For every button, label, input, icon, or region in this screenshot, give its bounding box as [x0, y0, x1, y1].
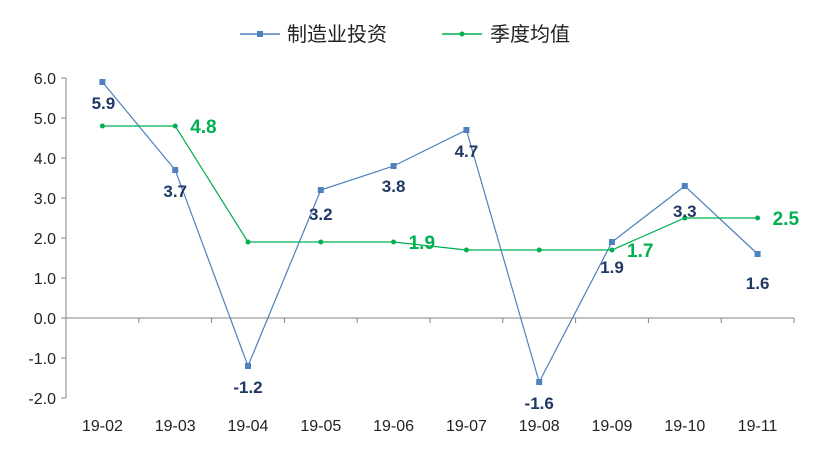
- x-tick-label: 19-04: [228, 418, 269, 435]
- x-tick-label: 19-07: [446, 418, 487, 435]
- y-tick-label: 2.0: [34, 231, 56, 248]
- x-tick-label: 19-11: [738, 418, 778, 435]
- legend: 制造业投资 季度均值: [240, 22, 570, 46]
- data-label-manufacturing-investment: 3.8: [382, 177, 406, 196]
- x-tick-label: 19-02: [82, 418, 123, 435]
- data-point-manufacturing-investment: [609, 239, 615, 245]
- data-label-quarterly-average: 1.7: [627, 241, 653, 262]
- data-point-quarterly-average: [609, 247, 615, 253]
- data-point-quarterly-average: [391, 239, 397, 245]
- data-point-manufacturing-investment: [172, 167, 179, 173]
- data-label-quarterly-average: 1.9: [409, 233, 435, 254]
- data-point-quarterly-average: [245, 239, 251, 245]
- data-labels: 5.93.7-1.23.23.84.7-1.61.93.31.64.81.9 1.…: [92, 94, 800, 413]
- data-label-manufacturing-investment: 1.6: [746, 274, 770, 293]
- data-point-manufacturing-investment: [99, 79, 106, 85]
- data-label-manufacturing-investment: 1.9: [600, 258, 624, 277]
- data-label-manufacturing-investment: 4.7: [455, 142, 479, 161]
- y-tick-label: 5.0: [34, 111, 56, 128]
- data-point-manufacturing-investment: [463, 127, 470, 133]
- data-point-quarterly-average: [172, 123, 178, 129]
- x-tick-label: 19-06: [373, 418, 414, 435]
- y-tick-label: 0.0: [34, 311, 56, 328]
- data-point-manufacturing-investment: [317, 187, 324, 193]
- legend-label-quarterly-average: 季度均值: [490, 22, 570, 46]
- data-point-quarterly-average: [318, 239, 324, 245]
- x-tick-label: 19-05: [300, 418, 341, 435]
- data-point-quarterly-average: [99, 123, 105, 129]
- series-line-quarterly-average: [102, 125, 758, 251]
- x-tick-label: 19-09: [592, 418, 633, 435]
- data-point-manufacturing-investment: [754, 251, 761, 257]
- data-label-manufacturing-investment: 3.2: [309, 205, 333, 224]
- data-point-manufacturing-investment: [536, 379, 543, 385]
- data-label-quarterly-average: 2.5: [773, 209, 800, 230]
- data-label-manufacturing-investment: -1.2: [233, 378, 262, 397]
- data-label-manufacturing-investment: 5.9: [92, 94, 116, 113]
- y-tick-label: -1.0: [28, 351, 56, 368]
- y-tick-label: 6.0: [34, 71, 56, 88]
- data-point-quarterly-average: [536, 247, 542, 253]
- tick-labels: 6.0 5.0 4.0 3.0 2.0 1.0 0.0 -1.0 -2.0 19-02 19-03 1…: [28, 71, 777, 435]
- y-tick-label: 1.0: [34, 271, 56, 288]
- legend-item-quarterly-average: 季度均值: [442, 22, 570, 46]
- data-point-manufacturing-investment: [390, 163, 397, 169]
- series-layer: [99, 79, 761, 385]
- data-point-manufacturing-investment: [681, 183, 688, 189]
- data-point-manufacturing-investment: [245, 363, 251, 369]
- series-line-manufacturing-investment: [101, 81, 759, 384]
- legend-marker-manufacturing-investment: [257, 31, 263, 37]
- data-label-quarterly-average: 4.8: [190, 117, 216, 138]
- data-point-quarterly-average: [463, 247, 469, 253]
- y-tick-label: -2.0: [28, 391, 56, 408]
- y-tick-label: 4.0: [34, 151, 56, 168]
- data-label-manufacturing-investment: 3.3: [673, 202, 697, 221]
- data-label-manufacturing-investment: 3.7: [163, 182, 187, 201]
- x-tick-label: 19-03: [155, 418, 196, 435]
- data-point-quarterly-average: [682, 215, 688, 221]
- legend-label-manufacturing-investment: 制造业投资: [287, 22, 387, 46]
- axes: [61, 77, 795, 399]
- x-tick-label: 19-08: [519, 418, 560, 435]
- data-point-quarterly-average: [755, 215, 761, 221]
- x-tick-label: 19-10: [664, 418, 705, 435]
- data-label-manufacturing-investment: -1.6: [525, 394, 554, 413]
- legend-marker-quarterly-average: [459, 31, 465, 37]
- legend-item-manufacturing-investment: 制造业投资: [240, 22, 387, 46]
- y-tick-label: 3.0: [34, 191, 56, 208]
